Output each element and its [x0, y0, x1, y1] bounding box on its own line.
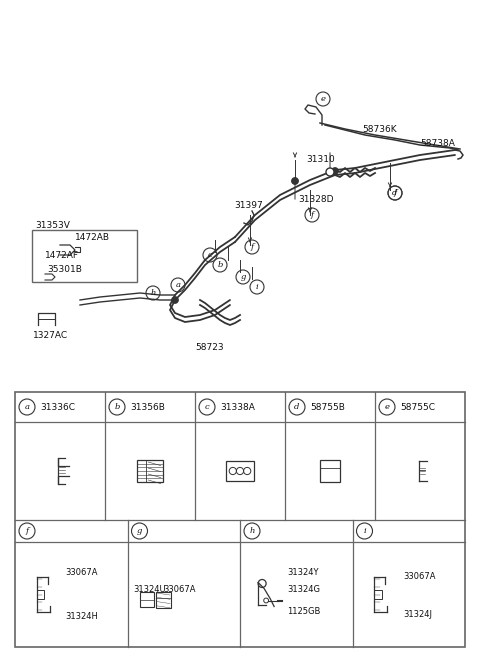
Text: e: e — [384, 403, 389, 411]
Text: i: i — [363, 527, 366, 535]
Text: 31324J: 31324J — [403, 610, 432, 619]
Text: g: g — [137, 527, 142, 535]
Text: 33067A: 33067A — [403, 572, 436, 581]
Text: c: c — [204, 403, 209, 411]
Text: 31336C: 31336C — [40, 403, 75, 411]
Text: 58723: 58723 — [195, 343, 224, 352]
Text: g: g — [240, 273, 246, 281]
Circle shape — [292, 178, 298, 184]
Text: f: f — [311, 211, 313, 219]
Text: 58755C: 58755C — [400, 403, 435, 411]
Text: 1472AB: 1472AB — [75, 233, 110, 242]
Text: i: i — [256, 283, 258, 291]
Text: h: h — [249, 527, 255, 535]
Text: f: f — [394, 189, 396, 197]
Circle shape — [291, 178, 299, 185]
Text: 58738A: 58738A — [420, 138, 455, 147]
Text: 31356B: 31356B — [130, 403, 165, 411]
Text: 35301B: 35301B — [47, 265, 82, 274]
Text: 31324Y: 31324Y — [287, 568, 319, 577]
Text: 31324H: 31324H — [66, 612, 98, 621]
Text: b: b — [217, 261, 223, 269]
Text: f: f — [251, 243, 253, 251]
Circle shape — [171, 297, 179, 303]
Text: 31324G: 31324G — [287, 585, 320, 594]
Text: 31324U: 31324U — [133, 585, 166, 594]
Text: d: d — [392, 189, 398, 197]
Text: 31353V: 31353V — [35, 221, 70, 229]
Text: a: a — [24, 403, 29, 411]
Text: 1327AC: 1327AC — [33, 331, 68, 339]
Text: 58736K: 58736K — [362, 126, 396, 134]
Text: f: f — [25, 527, 29, 535]
Text: 31310: 31310 — [306, 155, 335, 164]
Text: 31328D: 31328D — [298, 195, 334, 204]
Text: b: b — [114, 403, 120, 411]
Text: 31338A: 31338A — [220, 403, 255, 411]
Text: a: a — [176, 281, 180, 289]
Circle shape — [332, 168, 338, 174]
Text: e: e — [321, 95, 325, 103]
Text: 33067A: 33067A — [164, 585, 196, 594]
Text: d: d — [294, 403, 300, 411]
Text: h: h — [150, 289, 156, 297]
Text: 1125GB: 1125GB — [287, 607, 321, 616]
Text: 33067A: 33067A — [66, 568, 98, 577]
Text: 58755B: 58755B — [310, 403, 345, 411]
Text: 31397: 31397 — [234, 200, 263, 210]
Circle shape — [326, 168, 334, 176]
Text: c: c — [208, 251, 212, 259]
Text: 1472AF: 1472AF — [45, 250, 79, 259]
